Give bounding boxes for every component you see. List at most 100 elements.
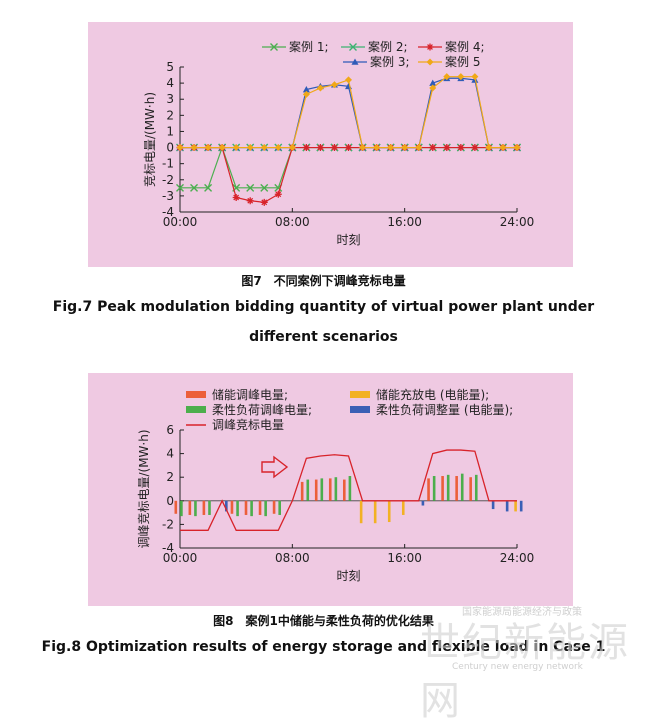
fig8-bar bbox=[432, 476, 436, 501]
fig7-point bbox=[443, 144, 451, 152]
fig8-bar bbox=[208, 500, 211, 515]
fig8-bar bbox=[180, 500, 183, 517]
fig8-bar bbox=[474, 474, 478, 501]
fig7-point bbox=[302, 90, 310, 98]
fig7-x-tick-label: 08:00 bbox=[275, 215, 310, 229]
fig8-bid-line bbox=[180, 449, 517, 531]
fig7-point bbox=[316, 84, 324, 92]
fig7-y-axis-title: 竞标电量/(MW·h) bbox=[143, 92, 157, 187]
fig7-x-axis-title: 时刻 bbox=[336, 233, 360, 247]
fig7-legend-label: 案例 5 bbox=[445, 54, 480, 69]
fig7-y-tick-label: 2 bbox=[166, 108, 174, 122]
fig8-bar bbox=[236, 500, 239, 517]
fig8-legend-label: 储能调峰电量; bbox=[212, 387, 288, 402]
fig8-y-tick-label: 6 bbox=[166, 423, 174, 437]
fig7-legend-label: 案例 2; bbox=[368, 39, 408, 54]
fig7-y-tick-label: -3 bbox=[162, 189, 174, 203]
fig7-y-tick-label: 3 bbox=[166, 92, 174, 106]
fig8-x-axis-title: 时刻 bbox=[336, 569, 360, 583]
fig8-bar bbox=[264, 500, 267, 517]
fig8-bar bbox=[343, 479, 346, 501]
fig8-bar bbox=[188, 500, 192, 515]
fig8-legend-swatch bbox=[350, 391, 370, 398]
fig7-y-tick-label: 5 bbox=[166, 60, 174, 74]
fig7-point bbox=[345, 76, 352, 84]
fig8-bar bbox=[421, 500, 425, 506]
fig8-bar bbox=[348, 476, 352, 501]
fig7-point bbox=[443, 73, 451, 81]
fig8-bar bbox=[514, 500, 517, 512]
fig8-bar bbox=[359, 500, 363, 524]
fig7-point bbox=[513, 144, 521, 152]
fig8-y-axis-title: 调峰竞标电量/(MW·h) bbox=[137, 429, 151, 548]
fig7-point bbox=[429, 144, 437, 152]
fig7-point bbox=[499, 144, 507, 152]
fig7-point bbox=[246, 144, 254, 152]
fig7-point bbox=[330, 144, 338, 152]
fig8-legend-label: 柔性负荷调峰电量; bbox=[212, 403, 312, 417]
fig7-x-tick-label: 24:00 bbox=[500, 215, 535, 229]
fig7-point bbox=[204, 144, 212, 152]
fig7-point bbox=[260, 183, 269, 192]
fig7-y-tick-label: 4 bbox=[166, 76, 174, 90]
fig7-point bbox=[415, 144, 423, 152]
fig8-caption-en: Fig.8 Optimization results of energy sto… bbox=[41, 639, 606, 655]
fig8-bar bbox=[258, 500, 262, 515]
fig8-legend-label: 储能充放电 (电能量); bbox=[376, 387, 489, 402]
fig7-x-tick-label: 00:00 bbox=[163, 215, 198, 229]
fig7-point bbox=[246, 183, 255, 192]
fig8-y-tick-label: 0 bbox=[166, 494, 174, 508]
fig8-bar bbox=[174, 500, 178, 514]
fig7-point bbox=[302, 86, 310, 93]
fig7-legend-marker bbox=[270, 43, 278, 51]
fig8-bar bbox=[320, 478, 324, 501]
fig7-y-tick-label: 1 bbox=[166, 124, 174, 138]
fig8-x-tick-label: 16:00 bbox=[387, 551, 422, 565]
fig7-point bbox=[485, 144, 493, 152]
fig8-bar bbox=[225, 500, 228, 512]
fig7-point bbox=[232, 194, 240, 201]
fig8-bar bbox=[328, 478, 332, 501]
fig7-series-line bbox=[180, 146, 517, 203]
fig8-x-tick-label: 00:00 bbox=[163, 551, 198, 565]
fig7-y-tick-label: -1 bbox=[162, 157, 174, 171]
fig7-legend-marker bbox=[426, 43, 434, 51]
fig7-point bbox=[429, 84, 437, 92]
fig7-point bbox=[204, 183, 213, 192]
fig7-point bbox=[387, 144, 395, 152]
fig7-point bbox=[232, 144, 240, 152]
fig8-bar bbox=[272, 500, 276, 514]
fig7-legend-label: 案例 4; bbox=[445, 39, 485, 54]
fig8-bar bbox=[387, 500, 391, 523]
fig8-legend-label: 调峰竞标电量 bbox=[212, 418, 284, 432]
fig7-caption-cn: 图7 不同案例下调峰竞标电量 bbox=[241, 274, 406, 288]
fig8-bar bbox=[491, 500, 495, 510]
fig8-bar bbox=[230, 500, 234, 514]
fig8-bar bbox=[306, 479, 310, 501]
fig7-legend-marker bbox=[426, 58, 434, 66]
fig7-y-tick-label: -2 bbox=[162, 173, 174, 187]
fig8-bar bbox=[373, 500, 377, 524]
fig7-point bbox=[457, 144, 465, 152]
fig8-bar bbox=[469, 477, 472, 501]
fig7-series-line bbox=[180, 145, 517, 189]
fig7-point bbox=[274, 190, 282, 198]
fig8-bar bbox=[441, 476, 444, 501]
fig8-x-tick-label: 24:00 bbox=[500, 551, 535, 565]
fig7-point bbox=[260, 198, 268, 206]
fig8-bar bbox=[194, 500, 197, 517]
fig8-bar bbox=[278, 500, 281, 515]
fig8-bar bbox=[202, 500, 206, 515]
fig8-bar bbox=[250, 500, 253, 517]
fig8-y-tick-label: 4 bbox=[166, 447, 174, 461]
watermark-line1: 国家能源局能源经济与政策 bbox=[462, 607, 582, 618]
fig8-caption-cn: 图8 案例1中储能与柔性负荷的优化结果 bbox=[213, 614, 434, 628]
fig8-y-tick-label: -2 bbox=[162, 517, 174, 531]
fig7-point bbox=[190, 144, 198, 152]
fig7-point bbox=[316, 144, 324, 152]
fig7-point bbox=[471, 144, 479, 152]
fig7-legend-marker bbox=[349, 43, 357, 51]
fig7-point bbox=[274, 144, 282, 152]
fig8-bar bbox=[244, 500, 248, 515]
fig8-bar bbox=[519, 500, 523, 512]
